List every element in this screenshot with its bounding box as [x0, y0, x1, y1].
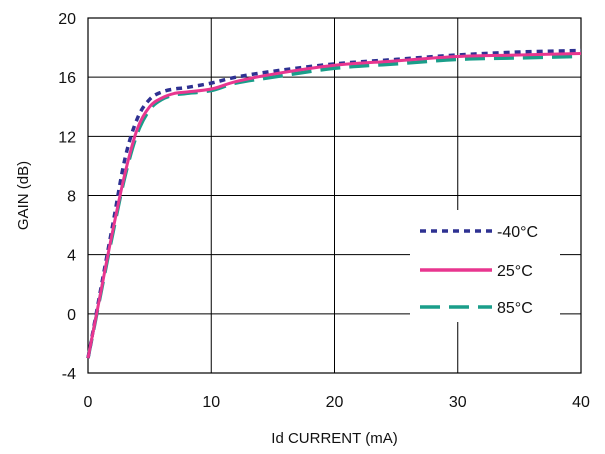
- y-tick-label: 0: [67, 307, 76, 324]
- y-tick-label: 12: [58, 129, 76, 146]
- x-tick-labels: 0 10 20 30 40: [84, 394, 590, 411]
- series-lines: [86, 48, 582, 359]
- x-axis-title: Id CURRENT (mA): [271, 430, 397, 447]
- x-tick-label: 10: [202, 394, 220, 411]
- x-tick-label: 20: [326, 394, 344, 411]
- y-tick-labels: -4 0 4 8 12 16 20: [58, 11, 76, 383]
- legend: -40°C 25°C 85°C: [410, 210, 560, 322]
- x-tick-label: 40: [572, 394, 590, 411]
- y-tick-label: 4: [67, 248, 76, 265]
- y-tick-label: 20: [58, 11, 76, 28]
- x-tick-label: 0: [84, 394, 93, 411]
- y-tick-label: 8: [67, 189, 76, 206]
- y-tick-label: -4: [62, 366, 76, 383]
- legend-label-2: 85°C: [497, 300, 533, 317]
- series-line-1: [86, 52, 582, 359]
- grid: [88, 18, 581, 373]
- y-axis-title: GAIN (dB): [15, 161, 32, 230]
- legend-box: [410, 210, 560, 322]
- plot-frame: [87, 17, 582, 374]
- legend-label-1: 25°C: [497, 263, 533, 280]
- legend-label-0: -40°C: [497, 224, 538, 241]
- y-tick-label: 16: [58, 70, 76, 87]
- x-tick-label: 30: [449, 394, 467, 411]
